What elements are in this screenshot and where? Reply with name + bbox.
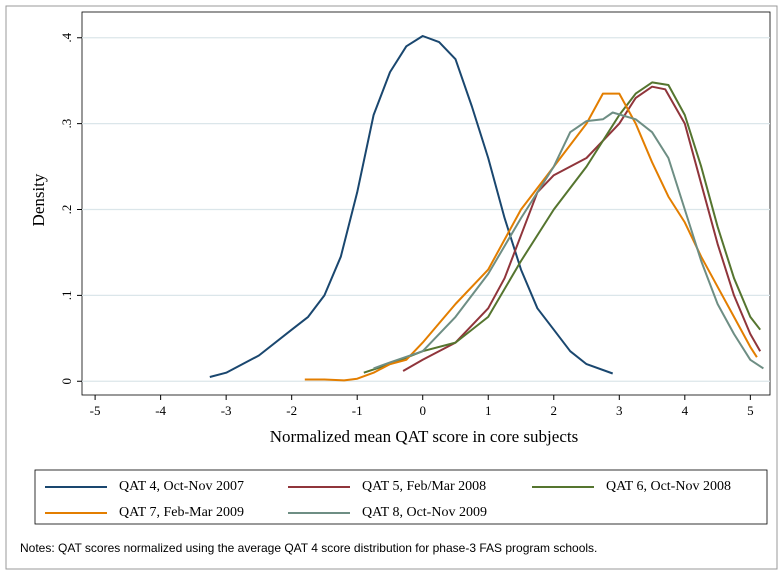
x-tick-label: 0 (419, 403, 426, 418)
density-line (209, 35, 614, 378)
x-tick-label: 4 (682, 403, 689, 418)
x-tick-label: -5 (90, 403, 101, 418)
x-tick-label: 2 (551, 403, 558, 418)
plot-frame (81, 11, 771, 396)
legend-label: QAT 7, Feb-Mar 2009 (119, 505, 244, 520)
density-line (363, 81, 761, 374)
density-line (373, 111, 764, 370)
density-line (402, 85, 762, 372)
x-tick-label: 3 (616, 403, 623, 418)
legend-label: QAT 4, Oct-Nov 2007 (119, 479, 244, 494)
x-tick-label: 5 (747, 403, 754, 418)
y-tick-label: .3 (59, 119, 74, 129)
y-tick-label: .1 (59, 291, 74, 301)
x-tick-label: -3 (221, 403, 232, 418)
x-tick-label: -2 (286, 403, 297, 418)
legend-box (34, 469, 768, 525)
note: Notes: QAT scores normalized using the a… (20, 541, 597, 555)
y-tick-label: .4 (59, 32, 74, 42)
y-axis-title: Density (29, 173, 48, 226)
y-tick-label: 0 (59, 378, 74, 385)
x-tick-label: 1 (485, 403, 492, 418)
x-tick-label: -4 (155, 403, 166, 418)
x-tick-label: -1 (352, 403, 363, 418)
x-axis-title: Normalized mean QAT score in core subjec… (270, 427, 578, 446)
y-tick-label: .2 (59, 205, 74, 215)
density-line (304, 92, 758, 382)
legend-label: QAT 8, Oct-Nov 2009 (362, 505, 487, 520)
legend-label: QAT 5, Feb/Mar 2008 (362, 479, 486, 494)
legend-label: QAT 6, Oct-Nov 2008 (606, 479, 731, 494)
